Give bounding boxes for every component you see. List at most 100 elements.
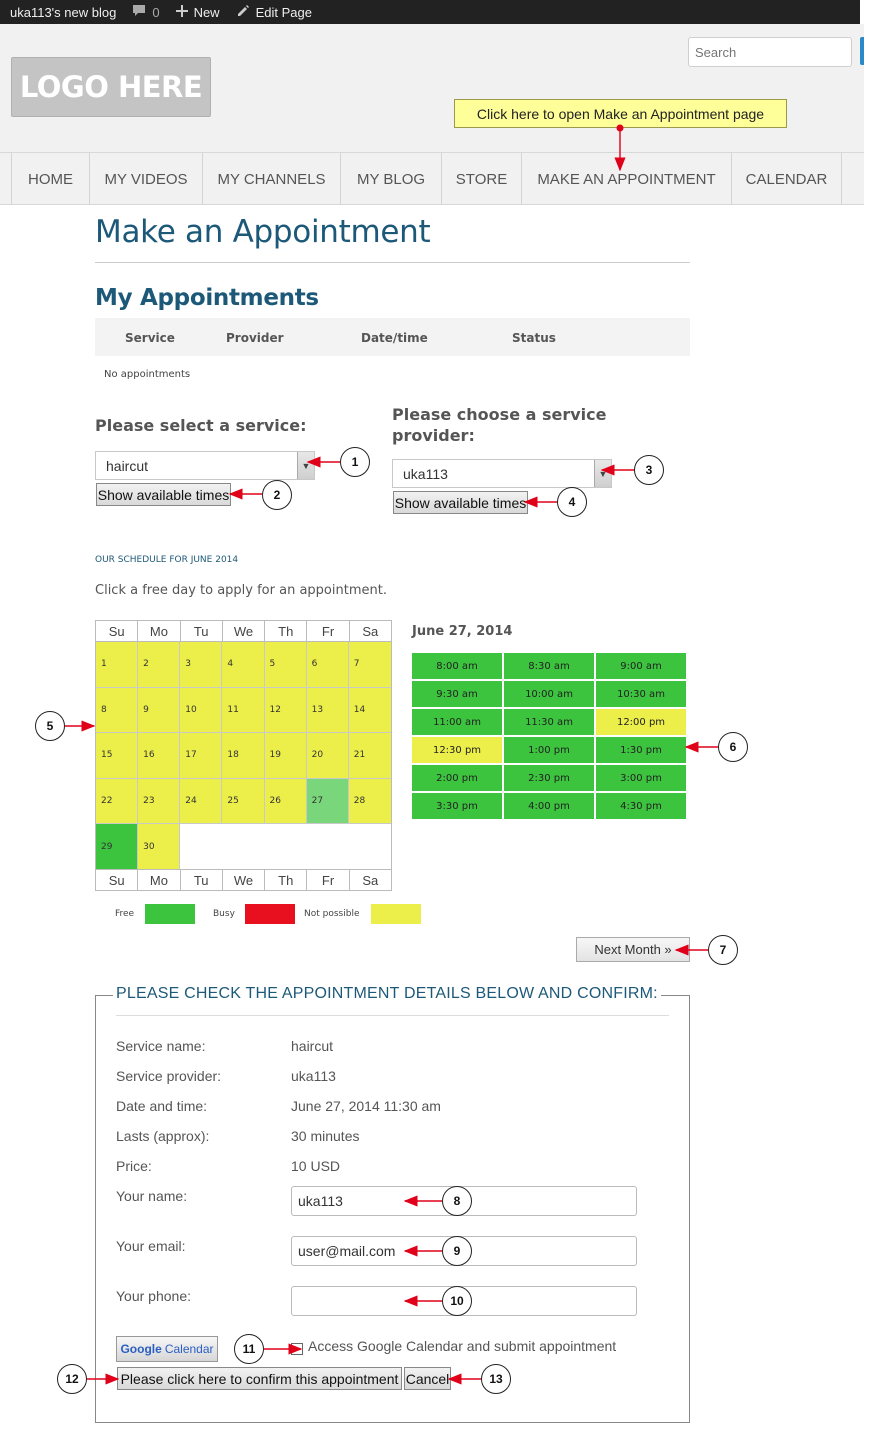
confirm-legend: PLEASE CHECK THE APPOINTMENT DETAILS BEL…	[113, 985, 661, 1003]
time-slot[interactable]: 1:00 pm	[504, 737, 594, 763]
new-link[interactable]: New	[175, 0, 220, 24]
main-nav: HOME MY VIDEOS MY CHANNELS MY BLOG STORE…	[0, 152, 864, 205]
calendar-day-3: 3	[180, 642, 223, 688]
provider-label-line2: provider:	[392, 426, 475, 445]
nav-item-home[interactable]: HOME	[11, 153, 90, 205]
calendar-grid: 1 2 3 4 5 6 7 8 9 10 11 12 13 14 15 16 17 18 19 20 21 22 23 24 2…	[96, 642, 391, 870]
edit-page-link[interactable]: Edit Page	[236, 0, 312, 24]
service-select-value: haircut	[106, 458, 149, 474]
annotation-marker-12: 12	[57, 1364, 87, 1394]
my-appointments-title: My Appointments	[95, 285, 319, 311]
nav-item-my-blog[interactable]: MY BLOG	[341, 153, 442, 205]
next-month-button[interactable]: Next Month »	[576, 937, 690, 962]
search-input[interactable]	[688, 37, 852, 67]
site-name: uka113's new blog	[10, 4, 117, 20]
time-slot[interactable]: 2:30 pm	[504, 765, 594, 791]
legend-not-possible-swatch	[371, 904, 421, 924]
calendar-day-name: Fr	[307, 870, 350, 890]
calendar-day-8: 8	[96, 687, 139, 734]
time-slot: 12:00 pm	[596, 709, 686, 735]
calendar-day-29[interactable]: 29	[96, 824, 139, 870]
nav-item-my-channels[interactable]: MY CHANNELS	[203, 153, 341, 205]
time-slot[interactable]: 4:00 pm	[504, 793, 594, 819]
site-name-link[interactable]: uka113's new blog	[10, 0, 116, 24]
confirm-appointment-button[interactable]: Please click here to confirm this appoin…	[117, 1367, 402, 1390]
calendar-day-name: Fr	[307, 621, 350, 641]
time-slot[interactable]: 3:30 pm	[412, 793, 502, 819]
annotation-marker-10: 10	[442, 1286, 472, 1316]
month-calendar: Su Mo Tu We Th Fr Sa 1 2 3 4 5 6 7 8 9 10 11 12 13 14 15 16 17…	[95, 620, 392, 891]
calendar-day-name: Tu	[181, 621, 223, 641]
cancel-button[interactable]: Cancel	[404, 1367, 451, 1390]
time-slot[interactable]: 8:00 am	[412, 653, 502, 679]
title-divider	[95, 262, 690, 263]
calendar-day-name: Sa	[362, 623, 379, 639]
annotation-marker-3: 3	[634, 455, 664, 485]
show-times-service-button[interactable]: Show available times	[96, 483, 231, 506]
detail-value-datetime: June 27, 2014 11:30 am	[291, 1098, 441, 1114]
time-slot[interactable]: 10:30 am	[596, 681, 686, 707]
calendar-week-row: 29 30	[96, 824, 391, 870]
show-times-provider-button[interactable]: Show available times	[393, 491, 528, 514]
gcal-checkbox[interactable]	[291, 1343, 303, 1355]
calendar-day-7: 7	[348, 642, 391, 688]
calendar-day-name: Th	[265, 870, 308, 890]
calendar-day-name: Mo	[138, 621, 181, 641]
annotation-marker-1: 1	[340, 447, 370, 477]
nav-item-calendar[interactable]: CALENDAR	[732, 153, 842, 205]
column-provider: Provider	[226, 331, 284, 345]
service-select[interactable]: haircut ▼	[95, 451, 315, 480]
calendar-day-14: 14	[348, 687, 391, 734]
time-slot[interactable]: 9:00 am	[596, 653, 686, 679]
nav-item-store[interactable]: STORE	[442, 153, 522, 205]
calendar-day-11: 11	[222, 687, 265, 734]
time-slot[interactable]: 1:30 pm	[596, 737, 686, 763]
chevron-down-icon[interactable]: ▼	[297, 452, 314, 479]
search-button[interactable]	[860, 37, 864, 65]
calendar-day-16: 16	[138, 733, 181, 779]
time-slot[interactable]: 11:00 am	[412, 709, 502, 735]
appointments-table-header: Service Provider Date/time Status	[95, 318, 690, 356]
calendar-empty-cell	[264, 824, 307, 870]
detail-label-provider: Service provider:	[116, 1068, 222, 1084]
calendar-day-15: 15	[96, 733, 139, 779]
calendar-day-name: We	[223, 621, 266, 641]
time-slot[interactable]: 4:30 pm	[596, 793, 686, 819]
calendar-day-30: 30	[138, 824, 181, 870]
nav-item-make-an-appointment[interactable]: MAKE AN APPOINTMENT	[522, 153, 732, 205]
time-slot[interactable]: 2:00 pm	[412, 765, 502, 791]
provider-select[interactable]: uka113 ▼	[392, 459, 612, 488]
callout-note: Click here to open Make an Appointment p…	[454, 99, 787, 128]
time-slot[interactable]: 8:30 am	[504, 653, 594, 679]
calendar-day-9: 9	[138, 687, 181, 734]
time-slot[interactable]: 3:00 pm	[596, 765, 686, 791]
new-label: New	[193, 4, 220, 20]
comments-link[interactable]: 0	[132, 0, 160, 24]
calendar-day-27[interactable]: 27	[306, 778, 349, 825]
calendar-empty-cell	[222, 824, 265, 870]
calendar-day-21: 21	[348, 733, 391, 779]
email-field-label: Your email:	[116, 1238, 186, 1254]
site-header: LOGO HERE	[0, 24, 864, 152]
annotation-marker-9: 9	[442, 1236, 472, 1266]
time-slot[interactable]: 11:30 am	[504, 709, 594, 735]
calendar-day-name: Th	[265, 621, 308, 641]
calendar-empty-cell	[348, 824, 391, 870]
calendar-day-2: 2	[138, 642, 181, 688]
site-logo[interactable]: LOGO HERE	[11, 57, 211, 117]
nav-item-my-videos[interactable]: MY VIDEOS	[90, 153, 203, 205]
calendar-day-6: 6	[306, 642, 349, 688]
page-title: Make an Appointment	[95, 214, 431, 250]
chevron-down-icon[interactable]: ▼	[594, 460, 611, 487]
google-calendar-button[interactable]: Google Calendar	[116, 1336, 218, 1362]
time-slot[interactable]: 9:30 am	[412, 681, 502, 707]
calendar-week-row: 15 16 17 18 19 20 21	[96, 733, 391, 779]
time-slot[interactable]: 10:00 am	[504, 681, 594, 707]
detail-label-service: Service name:	[116, 1038, 206, 1054]
calendar-day-12: 12	[264, 687, 307, 734]
legend-busy-label: Busy	[213, 909, 235, 919]
legend-busy-swatch	[245, 904, 295, 924]
calendar-day-names-footer: Su Mo Tu We Th Fr Sa	[96, 869, 391, 890]
annotation-marker-8: 8	[442, 1186, 472, 1216]
